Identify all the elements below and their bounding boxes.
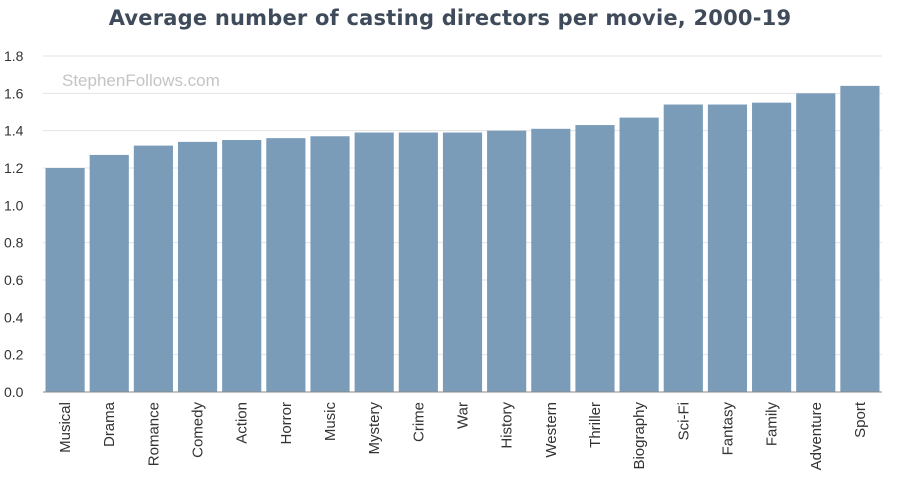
y-tick-label: 0.6 (4, 272, 24, 288)
x-tick-label: Western (543, 402, 560, 458)
watermark: StephenFollows.com (62, 71, 220, 90)
x-tick-label: Horror (278, 402, 295, 445)
bar-crime (398, 132, 438, 393)
x-tick-label: Music (322, 402, 339, 442)
x-tick-label: Crime (410, 402, 427, 442)
bar-thriller (575, 125, 615, 393)
y-tick-label: 0.0 (4, 384, 24, 400)
x-tick-label: Drama (101, 401, 118, 447)
x-axis-ticks: Musical Drama Romance Comedy Action Horror Mus… (57, 401, 869, 470)
x-tick-label: Thriller (587, 402, 604, 448)
bar-fantasy (707, 104, 748, 393)
y-tick-label: 1.6 (4, 85, 24, 101)
bar-adventure (796, 93, 836, 392)
bar-family (752, 102, 792, 393)
x-tick-label: History (499, 402, 516, 449)
y-tick-label: 1.0 (4, 197, 24, 213)
bar-music (310, 136, 350, 392)
x-tick-label: Family (764, 402, 781, 447)
x-tick-label: Sport (852, 401, 869, 438)
bar-western (531, 128, 571, 393)
bar-history (487, 130, 527, 392)
y-axis-ticks: 0.0 0.2 0.4 0.6 0.8 1.0 1.2 1.4 1.6 1.8 (4, 48, 24, 400)
x-tick-label: Adventure (808, 402, 825, 470)
bar-war (442, 132, 483, 393)
x-tick-label: Romance (145, 402, 162, 466)
bar-mystery (354, 132, 394, 393)
x-tick-label: Fantasy (719, 402, 736, 456)
x-tick-label: Action (234, 402, 251, 444)
bar-musical (45, 168, 85, 392)
bar-romance (133, 145, 173, 392)
bars (45, 85, 880, 393)
bar-biography (619, 117, 659, 392)
bar-drama (89, 154, 129, 392)
y-tick-label: 0.4 (4, 309, 24, 325)
x-tick-label: War (455, 402, 472, 429)
y-tick-label: 0.2 (4, 347, 24, 363)
bar-horror (266, 138, 306, 392)
x-tick-label: Biography (631, 402, 648, 470)
bar-action (222, 140, 262, 392)
chart-title: Average number of casting directors per … (108, 6, 792, 30)
y-tick-label: 1.8 (4, 48, 24, 64)
x-tick-label: Mystery (366, 402, 383, 455)
y-tick-label: 1.2 (4, 160, 24, 176)
bar-sport (840, 85, 880, 392)
y-tick-label: 1.4 (4, 123, 24, 139)
x-tick-label: Musical (57, 402, 74, 453)
bar-comedy (177, 141, 218, 392)
x-tick-label: Comedy (190, 402, 207, 458)
x-tick-label: Sci-Fi (675, 402, 692, 440)
bar-sci-fi (663, 104, 703, 393)
y-tick-label: 0.8 (4, 235, 24, 251)
